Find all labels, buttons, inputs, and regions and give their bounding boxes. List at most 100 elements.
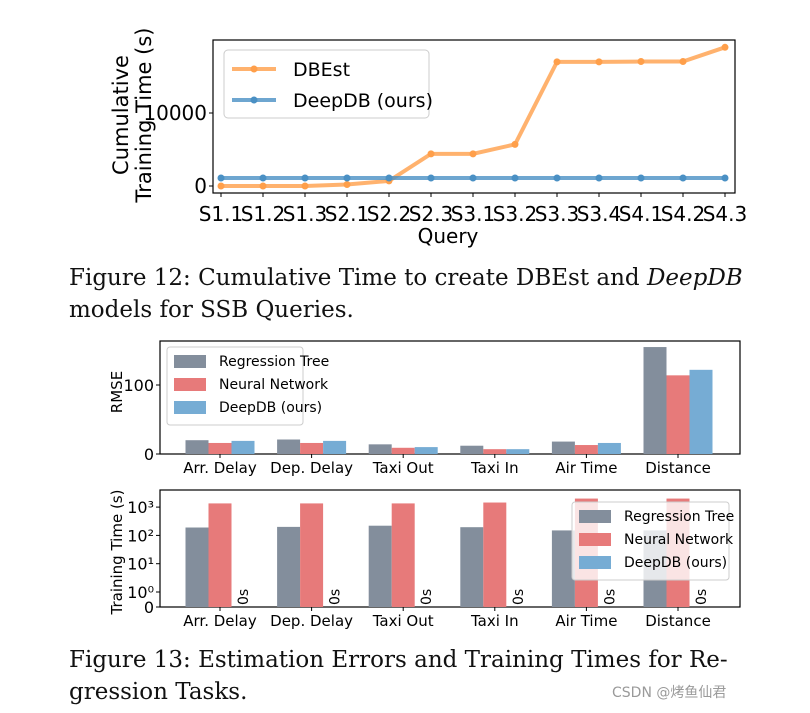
plot-frame <box>212 39 736 194</box>
x-tick-label: Dep. Delay <box>270 612 353 630</box>
data-point <box>511 140 519 148</box>
legend-marker <box>250 96 258 104</box>
caption-text: Figure 13: Estimation Errors and Trainin… <box>69 647 728 673</box>
caption-emphasis: DeepDB <box>646 265 743 291</box>
x-tick-label: Air Time <box>555 612 617 630</box>
x-tick-label: S3.3 <box>535 202 580 226</box>
x-tick-label: Dep. Delay <box>270 459 353 477</box>
bar <box>666 375 690 454</box>
bar <box>391 447 415 454</box>
bar <box>300 503 324 607</box>
bar <box>551 530 575 607</box>
caption-text: gression Tasks. <box>69 679 248 705</box>
caption-text: Figure 12: Cumulative Time to create DBE… <box>69 265 647 291</box>
legend-swatch <box>174 401 206 414</box>
legend-swatch <box>579 510 611 523</box>
data-point <box>469 174 477 182</box>
legend-label: DeepDB (ours) <box>624 555 727 571</box>
legend-label: Regression Tree <box>219 354 329 370</box>
y-tick-label: 0 <box>144 598 154 617</box>
bar <box>323 440 347 454</box>
bar-annotation: 0s <box>419 589 435 605</box>
bar <box>574 445 598 454</box>
x-tick-label: Taxi In <box>470 459 519 477</box>
bar <box>483 502 507 607</box>
y-tick-label: 100 <box>123 376 154 395</box>
watermark: CSDN @烤鱼仙君 <box>612 685 727 701</box>
x-tick-label: S3.2 <box>493 202 538 226</box>
data-point <box>343 181 351 189</box>
bar <box>185 527 209 607</box>
x-tick-label: Distance <box>645 459 711 477</box>
plot-frame <box>159 489 741 608</box>
data-point <box>301 174 309 182</box>
y-tick-label: 10³ <box>127 498 154 517</box>
legend-swatch <box>174 378 206 391</box>
x-tick-label: S1.3 <box>283 202 328 226</box>
bar <box>391 503 415 607</box>
caption-text: models for SSB Queries. <box>69 297 354 323</box>
data-point <box>553 58 561 66</box>
y-tick-label: 10¹ <box>127 555 154 574</box>
bar <box>460 527 484 607</box>
bar <box>368 525 392 607</box>
data-point <box>637 58 645 66</box>
bar <box>300 442 324 454</box>
x-tick-label: Taxi Out <box>372 612 434 630</box>
legend-swatch <box>579 556 611 569</box>
bar <box>208 503 232 607</box>
x-tick-label: S2.1 <box>325 202 370 226</box>
y-axis-label: Training Time (s) <box>132 28 156 204</box>
x-tick-label: S4.1 <box>619 202 664 226</box>
figure13-caption: Figure 13: Estimation Errors and Trainin… <box>69 644 789 708</box>
legend-box <box>571 501 730 581</box>
x-tick-label: S3.1 <box>451 202 496 226</box>
data-point <box>721 43 729 51</box>
y-tick-label: 10² <box>127 526 154 545</box>
data-point <box>301 182 309 190</box>
bar <box>414 447 438 454</box>
x-tick-label: Taxi Out <box>372 459 434 477</box>
bar-annotation: 0s <box>511 589 527 605</box>
legend-label: DeepDB (ours) <box>293 90 433 112</box>
legend-label: DeepDB (ours) <box>219 400 322 416</box>
data-point <box>721 174 729 182</box>
x-tick-label: S3.4 <box>577 202 622 226</box>
figure12-caption: Figure 12: Cumulative Time to create DBE… <box>69 262 789 326</box>
legend-marker <box>250 65 258 73</box>
x-tick-label: S1.1 <box>199 202 244 226</box>
data-point <box>595 58 603 66</box>
bar <box>551 441 575 454</box>
y-axis-label: RMSE <box>108 371 126 413</box>
legend-label: Regression Tree <box>624 509 734 525</box>
data-point <box>679 174 687 182</box>
x-tick-label: S1.2 <box>241 202 286 226</box>
bar <box>460 445 484 454</box>
x-tick-label: S4.3 <box>703 202 748 226</box>
x-tick-label: Arr. Delay <box>183 459 257 477</box>
x-axis-label: Query <box>418 224 479 248</box>
data-point <box>343 174 351 182</box>
legend-swatch <box>174 355 206 368</box>
plot-frame <box>159 340 741 455</box>
y-tick-label: 0 <box>194 174 207 198</box>
x-tick-label: S2.3 <box>409 202 454 226</box>
bar-annotation: 0s <box>236 589 252 605</box>
legend-label: Neural Network <box>624 532 734 548</box>
data-point <box>679 58 687 66</box>
bar <box>231 440 255 454</box>
data-point <box>217 174 225 182</box>
legend-swatch <box>579 533 611 546</box>
data-point <box>637 174 645 182</box>
data-point <box>385 174 393 182</box>
data-point <box>259 174 267 182</box>
y-tick-label: 0 <box>144 445 154 464</box>
bar <box>277 526 301 607</box>
data-point <box>553 174 561 182</box>
x-tick-label: Taxi In <box>470 612 519 630</box>
bar <box>597 442 621 454</box>
x-tick-label: Arr. Delay <box>183 612 257 630</box>
data-point <box>217 182 225 190</box>
bar-annotation: 0s <box>328 589 344 605</box>
